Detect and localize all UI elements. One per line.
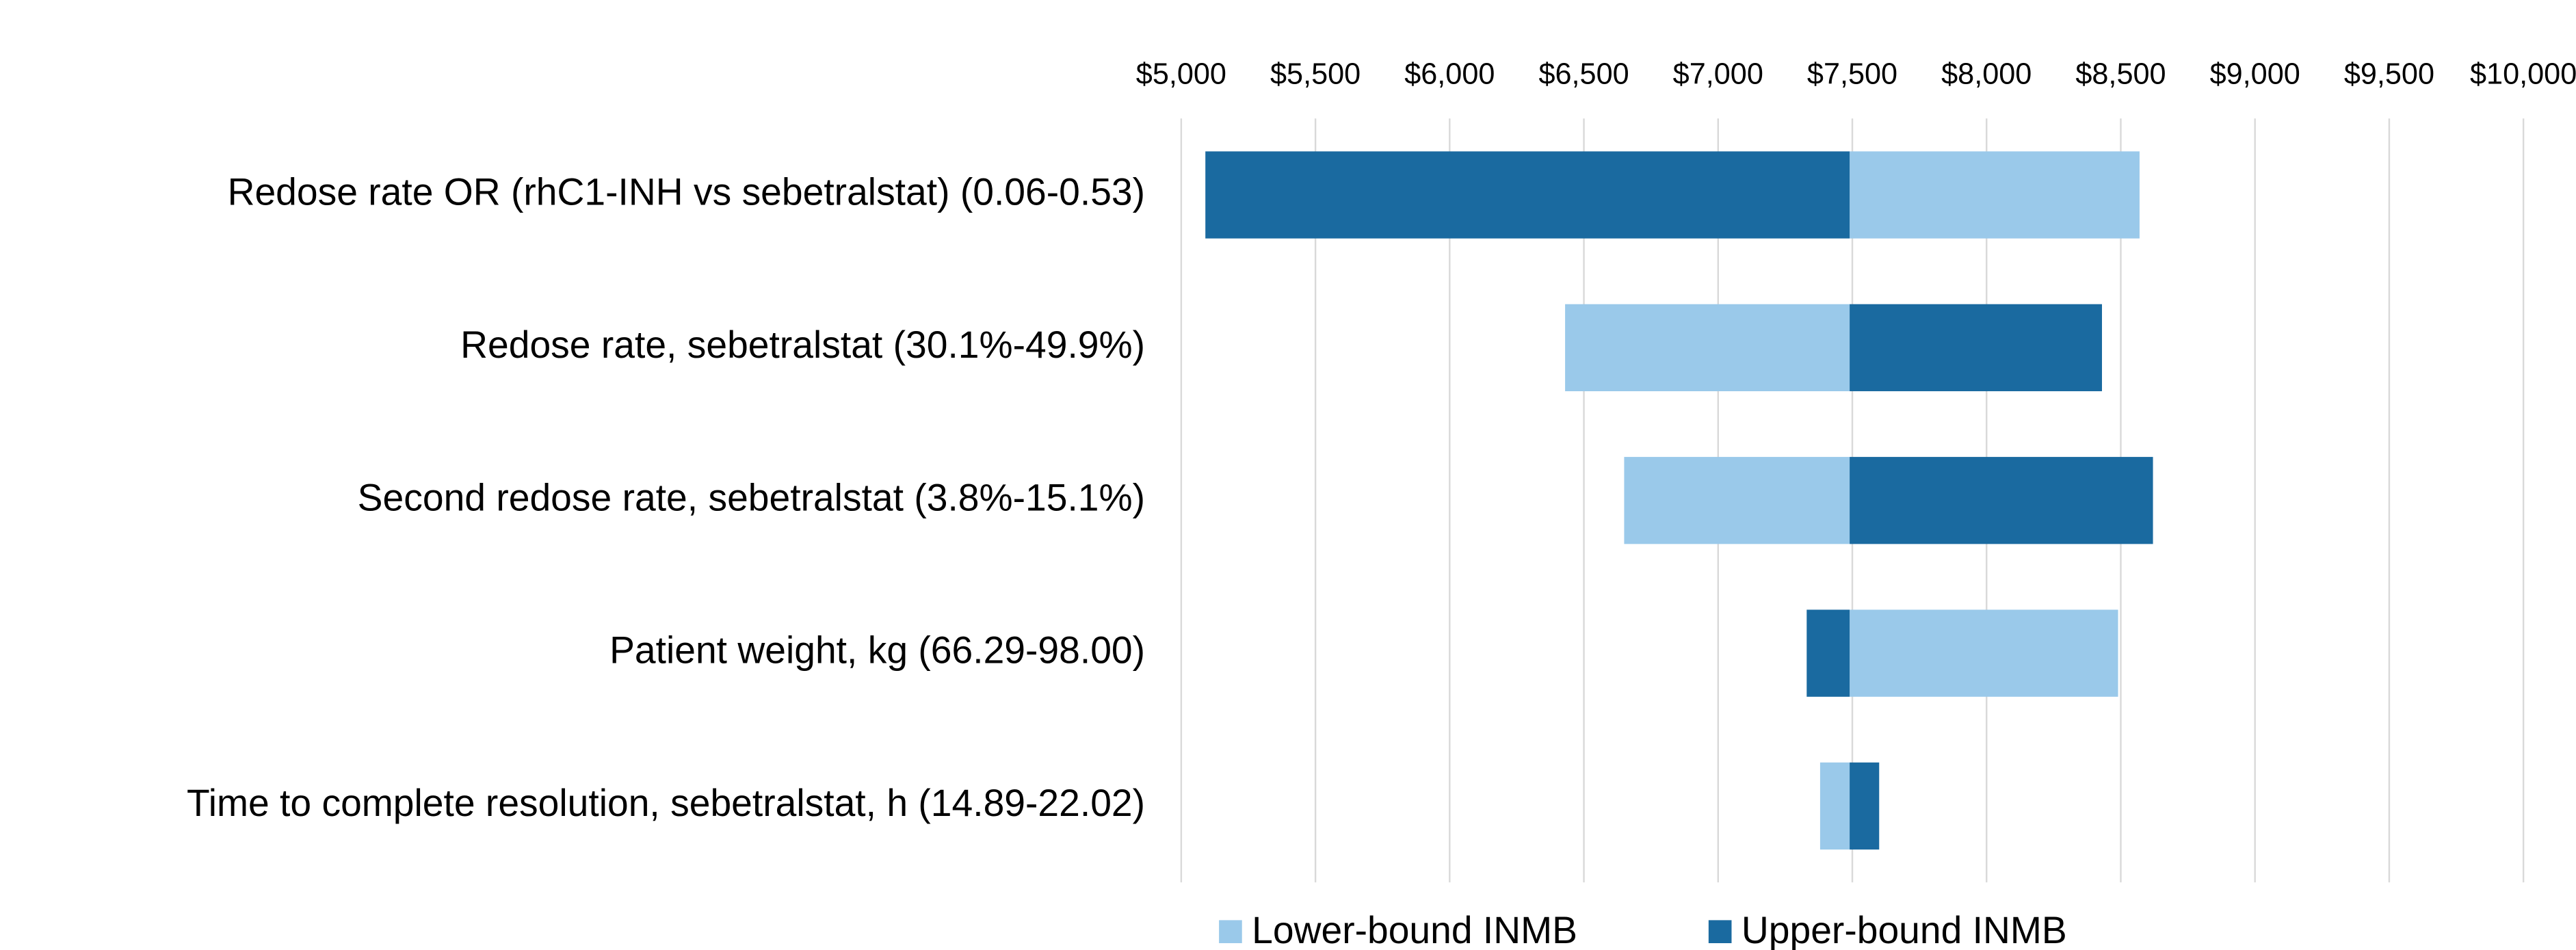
legend-label: Upper-bound INMB — [1742, 909, 2067, 950]
bar — [1850, 304, 2102, 392]
x-tick-label: $10,000 — [2470, 57, 2576, 90]
x-tick-label: $7,500 — [1807, 57, 1897, 90]
bar — [1565, 304, 1850, 392]
x-tick-label: $7,000 — [1673, 57, 1763, 90]
x-tick-label: $5,000 — [1136, 57, 1226, 90]
category-label: Time to complete resolution, sebetralsta… — [187, 782, 1145, 824]
legend-swatch — [1708, 920, 1732, 944]
bar — [1819, 762, 1850, 850]
x-tick-label: $6,500 — [1538, 57, 1629, 90]
bar — [1624, 457, 1850, 544]
category-label: Redose rate OR (rhC1-INH vs sebetralstat… — [228, 171, 1145, 213]
x-tick-label: $9,500 — [2344, 57, 2434, 90]
category-label: Patient weight, kg (66.29-98.00) — [609, 629, 1145, 672]
bar — [1205, 151, 1850, 239]
category-label: Redose rate, sebetralstat (30.1%-49.9%) — [460, 324, 1145, 366]
bar — [1850, 151, 2140, 239]
x-tick-label: $9,000 — [2210, 57, 2300, 90]
bar — [1850, 457, 2153, 544]
legend-label: Lower-bound INMB — [1252, 909, 1577, 950]
legend-swatch — [1219, 920, 1242, 944]
x-tick-label: $6,000 — [1404, 57, 1495, 90]
category-label: Second redose rate, sebetralstat (3.8%-1… — [358, 476, 1145, 518]
x-tick-label: $8,500 — [2075, 57, 2166, 90]
x-tick-label: $8,000 — [1941, 57, 2032, 90]
bar — [1850, 609, 2118, 697]
x-tick-label: $5,500 — [1270, 57, 1361, 90]
bar — [1850, 762, 1880, 850]
bar — [1806, 609, 1850, 697]
